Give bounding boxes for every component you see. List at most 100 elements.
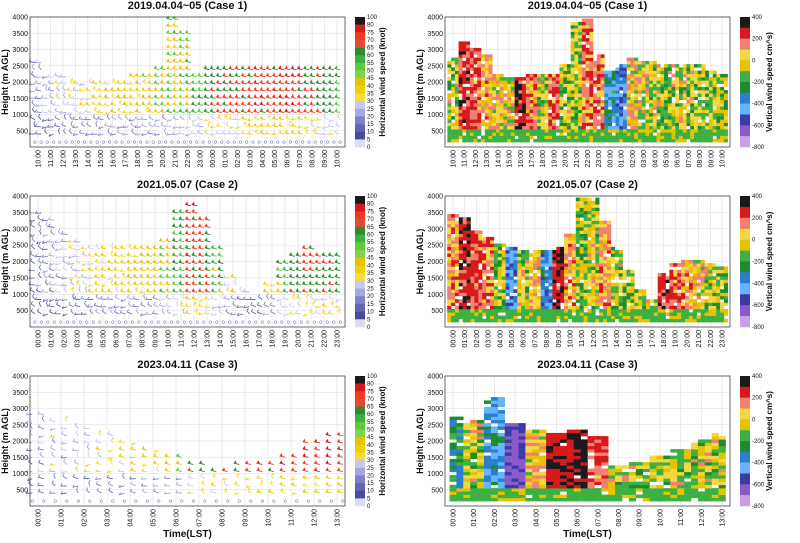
wind-barb-flag: [276, 259, 280, 263]
vertical-wind-cell: [589, 28, 594, 32]
wind-barb-flag: [302, 244, 306, 248]
wind-barb-staff: [272, 75, 278, 78]
vertical-wind-cell: [514, 99, 519, 104]
vertical-wind-cell: [466, 44, 471, 49]
wind-barb: [68, 128, 73, 135]
wind-barb-staff: [43, 274, 49, 279]
wind-barb: [288, 273, 295, 279]
vertical-wind-cell: [600, 122, 605, 127]
vertical-wind-cell: [555, 80, 560, 84]
vertical-wind-cell: [454, 67, 459, 71]
wind-barb: [38, 271, 42, 279]
wind-barb: [188, 113, 191, 120]
wind-barb-flag: [253, 65, 257, 69]
wind-barb-feather: [103, 80, 106, 84]
vertical-wind-cell: [679, 132, 683, 136]
wind-barb-flag: [185, 65, 188, 69]
wind-barb: [86, 296, 94, 300]
wind-barb: [30, 308, 36, 315]
wind-barb-staff: [184, 268, 191, 272]
wind-barb-flag: [334, 65, 338, 69]
wind-barb: [54, 288, 61, 293]
wind-barb-staff: [35, 76, 42, 79]
wind-barb: [93, 106, 98, 113]
wind-barb-flag: [178, 51, 182, 55]
vertical-wind-cell: [637, 80, 642, 84]
wind-barb-flag: [113, 266, 117, 270]
vertical-wind-cell: [540, 122, 545, 127]
vertical-wind-cell: [454, 70, 459, 75]
vertical-wind-cell: [552, 119, 556, 123]
wind-barb-flag: [328, 101, 332, 105]
vertical-wind-cell: [694, 93, 698, 97]
wind-barb: [135, 101, 141, 106]
wind-barb-feather: [215, 130, 218, 134]
wind-barb-staff: [165, 305, 172, 308]
chart-panel-1: 2019.04.04~05 (Case 1)500100015002000250…: [0, 0, 387, 168]
wind-barb-feather: [161, 113, 165, 117]
wind-barb-feather: [197, 129, 200, 133]
wind-barb-flag: [147, 108, 151, 112]
wind-barb-flag: [178, 101, 182, 105]
wind-barb-staff: [100, 268, 107, 272]
wind-barb-flag: [159, 273, 163, 277]
wind-barb-staff: [147, 303, 153, 308]
vertical-wind-cell: [529, 129, 534, 133]
wind-barb: [132, 280, 139, 286]
wind-barb-staff: [152, 276, 159, 279]
wind-barb-staff: [166, 53, 173, 56]
wind-barb-flag: [309, 94, 313, 97]
wind-barb-flag: [145, 106, 149, 109]
vertical-wind-cell: [720, 129, 725, 133]
wind-barb: [111, 92, 117, 99]
vertical-wind-cell: [570, 93, 575, 97]
wind-barb-feather: [140, 116, 143, 120]
vertical-wind-cell: [503, 106, 508, 110]
wind-barb-feather: [72, 95, 75, 99]
wind-barb-feather: [114, 309, 117, 313]
wind-barb-staff: [185, 290, 191, 293]
wind-barb: [247, 72, 253, 78]
wind-barb-staff: [166, 297, 172, 300]
vertical-wind-cell: [600, 73, 605, 78]
vertical-wind-cell: [447, 122, 452, 127]
vertical-wind-cell: [619, 73, 624, 78]
wind-barb: [328, 131, 334, 136]
wind-barb-staff: [87, 263, 94, 266]
vertical-wind-cell: [585, 54, 590, 58]
wind-barb-staff: [204, 268, 211, 272]
x-tick-label: 15:00: [98, 150, 105, 168]
vertical-wind-cell: [447, 96, 452, 101]
vertical-wind-cell: [608, 122, 612, 127]
vertical-wind-cell: [626, 99, 631, 104]
wind-barb-staff: [48, 133, 54, 137]
y-tick-label: 3000: [427, 47, 443, 54]
wind-barb-staff: [296, 82, 303, 85]
vertical-wind-cell: [608, 86, 612, 91]
vertical-wind-cell: [596, 77, 601, 81]
vertical-wind-cell: [596, 122, 601, 127]
wind-barb: [282, 288, 289, 293]
vertical-wind-cell: [619, 80, 624, 84]
wind-barb: [259, 86, 266, 92]
wind-barb-feather: [34, 59, 37, 63]
vertical-wind-cell: [671, 132, 676, 136]
vertical-wind-cell: [604, 125, 609, 130]
wind-barb-staff: [301, 268, 308, 272]
vertical-wind-cell: [488, 119, 493, 123]
wind-barb-flag: [290, 129, 294, 133]
wind-barb-staff: [309, 311, 315, 315]
wind-barb-staff: [171, 261, 178, 264]
wind-barb-feather: [54, 72, 57, 76]
wind-barb: [204, 273, 211, 279]
vertical-wind-cell: [667, 70, 672, 75]
vertical-wind-cell: [574, 80, 579, 84]
wind-barb-feather: [84, 116, 87, 120]
wind-barb-staff: [57, 231, 62, 235]
wind-barb-flag: [305, 128, 309, 132]
vertical-wind-cell: [623, 99, 627, 104]
wind-barb: [95, 308, 101, 315]
vertical-wind-cell: [458, 112, 463, 117]
wind-barb: [119, 259, 126, 264]
x-tick-label: 12:00: [60, 150, 67, 168]
